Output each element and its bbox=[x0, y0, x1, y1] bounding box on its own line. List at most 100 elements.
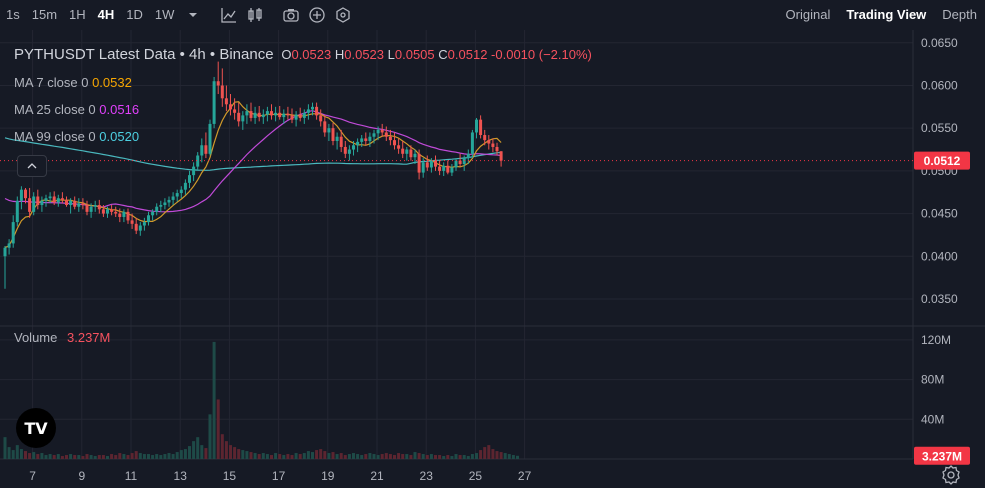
indicator-icon[interactable] bbox=[330, 0, 356, 30]
ohlc-values: O0.0523 H0.0523 L0.0505 C0.0512 -0.0010 … bbox=[281, 47, 592, 62]
candle-body bbox=[282, 113, 286, 118]
timeframe-4h[interactable]: 4H bbox=[97, 7, 115, 22]
volume-bar bbox=[454, 454, 458, 459]
tab-original[interactable]: Original bbox=[785, 7, 831, 22]
tradingview-logo[interactable]: TV bbox=[16, 408, 56, 448]
low-value: 0.0505 bbox=[394, 47, 435, 62]
candle-body bbox=[224, 98, 228, 105]
collapse-legend-button[interactable] bbox=[17, 155, 47, 177]
volume-tick-label: 120M bbox=[921, 333, 951, 347]
candle-body bbox=[81, 203, 85, 206]
ma25-label: MA 25 close 0 bbox=[14, 102, 96, 117]
volume-bar bbox=[179, 450, 183, 459]
timeframe-1s[interactable]: 1s bbox=[6, 7, 20, 22]
volume-bar bbox=[405, 454, 409, 459]
timeframe-15m[interactable]: 15m bbox=[31, 7, 58, 22]
volume-bar bbox=[118, 453, 122, 459]
timeframe-1w[interactable]: 1W bbox=[154, 7, 175, 22]
volume-bar bbox=[475, 453, 478, 459]
volume-bar bbox=[417, 453, 421, 459]
candle-body bbox=[196, 155, 200, 167]
volume-bar bbox=[393, 455, 396, 459]
open-value: 0.0523 bbox=[291, 47, 332, 62]
candle-body bbox=[122, 211, 126, 217]
settings-icon[interactable] bbox=[940, 464, 962, 486]
price-tick-label: 0.0350 bbox=[921, 292, 958, 306]
candle-body bbox=[134, 223, 138, 231]
current-volume-label: 3.237M bbox=[922, 449, 962, 463]
candle-body bbox=[491, 143, 495, 147]
candle-body bbox=[388, 136, 392, 141]
candle-body bbox=[159, 205, 163, 207]
candle-body bbox=[286, 113, 290, 116]
close-value: 0.0512 bbox=[447, 47, 488, 62]
candle-body bbox=[278, 112, 282, 118]
chevron-up-icon bbox=[27, 163, 37, 169]
volume-bar bbox=[450, 456, 454, 459]
volume-bar bbox=[93, 456, 97, 459]
candle-body bbox=[376, 129, 380, 134]
volume-bar bbox=[24, 451, 27, 459]
candle-body bbox=[114, 211, 118, 214]
line-chart-icon[interactable] bbox=[216, 0, 242, 30]
tab-depth[interactable]: Depth bbox=[942, 7, 977, 22]
candle-body bbox=[118, 213, 122, 217]
candle-body bbox=[163, 202, 167, 206]
candle-body bbox=[147, 215, 150, 223]
volume-bar bbox=[442, 456, 446, 459]
timeframe-1d[interactable]: 1D bbox=[126, 7, 143, 22]
candle-body bbox=[89, 206, 93, 212]
current-price-label: 0.0512 bbox=[924, 154, 961, 168]
volume-bar bbox=[48, 454, 52, 459]
volume-bar bbox=[32, 452, 36, 459]
price-tick-label: 0.0550 bbox=[921, 121, 958, 135]
volume-bar bbox=[163, 454, 167, 459]
tab-trading-view[interactable]: Trading View bbox=[846, 7, 927, 22]
candle-body bbox=[130, 220, 134, 224]
camera-icon[interactable] bbox=[278, 0, 304, 30]
volume-bar bbox=[212, 341, 216, 459]
candle-body bbox=[405, 149, 409, 154]
candle-body bbox=[233, 109, 237, 113]
candle-body bbox=[290, 115, 294, 120]
candle-body bbox=[93, 205, 97, 207]
volume-bar bbox=[466, 456, 470, 459]
volume-bar bbox=[327, 453, 331, 459]
volume-bar bbox=[142, 454, 146, 459]
ma7-line bbox=[4, 101, 502, 249]
volume-bar bbox=[311, 452, 314, 459]
volume-bar bbox=[302, 453, 306, 459]
ma99-label: MA 99 close 0 bbox=[14, 129, 96, 144]
time-tick-label: 17 bbox=[272, 469, 286, 483]
candle-body bbox=[36, 196, 40, 206]
candle-body bbox=[183, 182, 187, 190]
time-tick-label: 7 bbox=[29, 469, 36, 483]
volume-bar bbox=[241, 450, 245, 459]
time-tick-label: 27 bbox=[518, 469, 532, 483]
volume-bar bbox=[335, 454, 339, 459]
candle-body bbox=[499, 151, 503, 161]
candle-body bbox=[77, 203, 81, 207]
candle-body bbox=[495, 146, 499, 152]
time-tick-label: 25 bbox=[469, 469, 483, 483]
candle-body bbox=[306, 109, 310, 113]
ma7-legend: MA 7 close 0 0.0532 bbox=[14, 75, 132, 90]
volume-bar bbox=[138, 453, 142, 459]
plus-circle-icon[interactable] bbox=[304, 0, 330, 30]
volume-bar bbox=[397, 453, 401, 459]
volume-bar bbox=[356, 454, 360, 459]
candle-body bbox=[323, 121, 327, 133]
candle-body bbox=[175, 193, 179, 197]
volume-bar bbox=[458, 455, 462, 459]
chevron-down-icon[interactable] bbox=[180, 0, 206, 30]
candlestick-icon[interactable] bbox=[242, 0, 268, 30]
volume-bar bbox=[421, 454, 425, 459]
change-value: -0.0010 (−2.10%) bbox=[491, 47, 592, 62]
candle-body bbox=[413, 153, 417, 158]
candle-body bbox=[192, 166, 196, 176]
candle-body bbox=[220, 85, 224, 99]
candle-body bbox=[401, 148, 405, 154]
timeframe-1h[interactable]: 1H bbox=[69, 7, 86, 22]
candle-body bbox=[339, 136, 343, 147]
